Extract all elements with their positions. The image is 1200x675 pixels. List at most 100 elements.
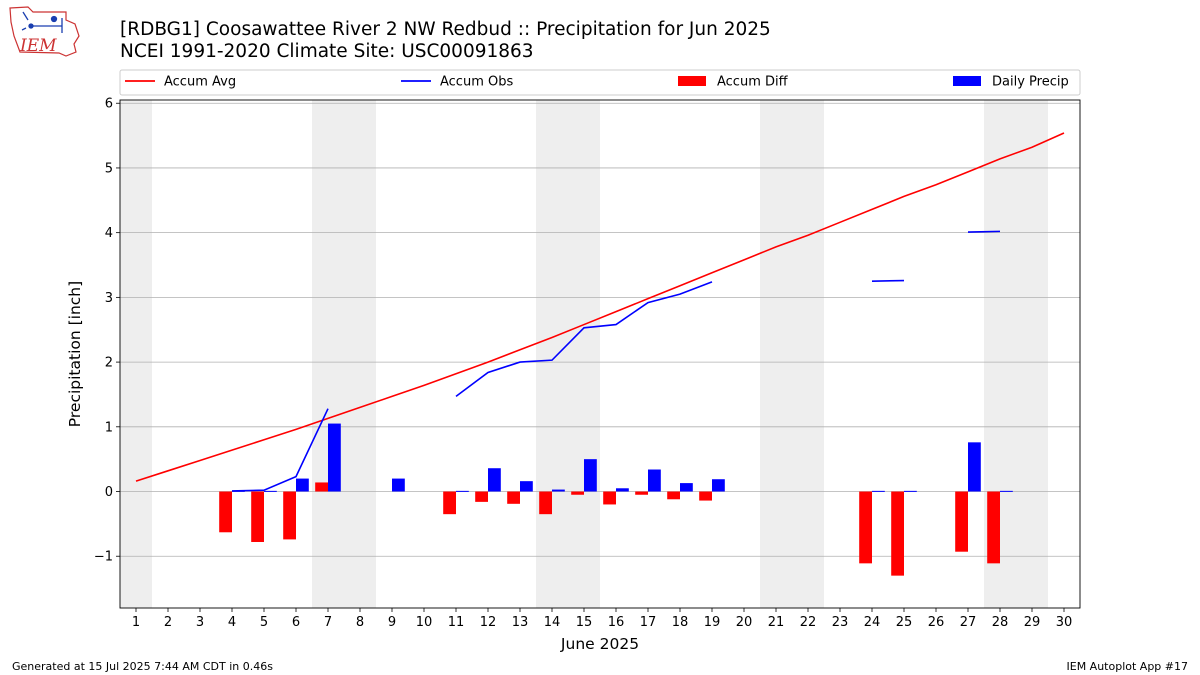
x-tick-label: 30 <box>1056 615 1073 630</box>
legend-swatch-accum-diff <box>678 76 706 86</box>
x-axis-label: June 2025 <box>560 635 639 653</box>
daily-precip-bar <box>264 490 277 492</box>
legend-label: Accum Avg <box>164 75 236 90</box>
weekend-band <box>120 100 152 608</box>
x-tick-label: 26 <box>928 615 945 630</box>
daily-precip-bar <box>616 488 629 492</box>
accum-diff-bar <box>891 491 904 576</box>
y-tick-label: 4 <box>105 226 113 241</box>
daily-precip-bar <box>552 489 565 492</box>
daily-precip-bar <box>680 483 693 492</box>
x-tick-label: 21 <box>768 615 785 630</box>
legend-label: Accum Obs <box>440 75 513 90</box>
accum-diff-bar <box>251 491 264 542</box>
accum-diff-bar <box>955 491 968 552</box>
x-tick-label: 29 <box>1024 615 1041 630</box>
daily-precip-bar <box>328 423 341 492</box>
daily-precip-bar <box>456 490 469 492</box>
x-tick-label: 28 <box>992 615 1009 630</box>
daily-precip-bar <box>584 459 597 492</box>
accum-diff-bar <box>315 482 328 492</box>
accum-diff-bar <box>667 491 680 500</box>
y-tick-label: 6 <box>105 97 113 112</box>
accum-obs-line <box>231 408 329 492</box>
daily-precip-bar <box>392 478 405 492</box>
x-tick-label: 19 <box>704 615 721 630</box>
weekend-band <box>312 100 376 608</box>
accum-diff-bar <box>475 491 488 502</box>
daily-precip-bar <box>488 468 501 492</box>
daily-precip-bar <box>296 478 309 492</box>
accum-avg-line <box>135 132 1065 482</box>
x-tick-label: 9 <box>388 615 396 630</box>
chart-title: [RDBG1] Coosawattee River 2 NW Redbud ::… <box>120 19 771 40</box>
accum-diff-bar <box>219 491 232 533</box>
accum-diff-bar <box>443 491 456 515</box>
legend-label: Accum Diff <box>717 75 789 90</box>
x-tick-label: 2 <box>164 615 172 630</box>
weekend-band <box>760 100 824 608</box>
x-tick-label: 6 <box>292 615 300 630</box>
generated-timestamp: Generated at 15 Jul 2025 7:44 AM CDT in … <box>12 660 273 673</box>
x-tick-label: 10 <box>416 615 433 630</box>
x-tick-label: 24 <box>864 615 881 630</box>
x-tick-label: 14 <box>544 615 561 630</box>
x-tick-label: 20 <box>736 615 753 630</box>
accum-diff-bar <box>283 491 296 540</box>
accum-diff-bar <box>635 491 648 495</box>
x-tick-label: 13 <box>512 615 529 630</box>
plot-frame <box>119 99 1081 609</box>
daily-precip-bar <box>712 479 725 492</box>
accum-obs-line <box>871 279 905 282</box>
x-tick-label: 25 <box>896 615 913 630</box>
accum-diff-bar <box>987 491 1000 564</box>
chart-subtitle: NCEI 1991-2020 Climate Site: USC00091863 <box>120 41 534 62</box>
daily-precip-bar <box>648 469 661 492</box>
x-tick-label: 17 <box>640 615 657 630</box>
legend-label: Daily Precip <box>992 75 1069 90</box>
x-tick-label: 5 <box>260 615 268 630</box>
y-tick-label: 1 <box>105 420 113 435</box>
y-tick-label: −1 <box>94 550 113 565</box>
accum-obs-line <box>967 230 1001 233</box>
daily-precip-bar <box>872 490 885 492</box>
accum-diff-bar <box>603 491 616 505</box>
weekend-band <box>536 100 600 608</box>
daily-precip-bar <box>1000 490 1013 492</box>
iem-logo: IEM <box>9 6 80 57</box>
weather-station-icon <box>21 11 63 33</box>
x-tick-label: 3 <box>196 615 204 630</box>
x-tick-label: 1 <box>132 615 140 630</box>
x-tick-label: 12 <box>480 615 497 630</box>
legend-frame <box>119 69 1081 96</box>
x-tick-label: 22 <box>800 615 817 630</box>
accum-diff-bar <box>699 491 712 501</box>
accum-diff-bar <box>859 491 872 564</box>
x-tick-label: 4 <box>228 615 236 630</box>
x-tick-label: 18 <box>672 615 689 630</box>
x-tick-label: 11 <box>448 615 465 630</box>
app-credit: IEM Autoplot App #17 <box>1067 660 1189 673</box>
accum-diff-bar <box>539 491 552 515</box>
y-axis-label: Precipitation [inch] <box>66 281 84 427</box>
accum-obs-line <box>455 281 713 398</box>
logo-text: IEM <box>19 36 57 56</box>
y-tick-label: 5 <box>105 161 113 176</box>
accum-diff-bar <box>571 491 584 495</box>
y-tick-label: 3 <box>105 291 113 306</box>
x-tick-label: 23 <box>832 615 849 630</box>
x-tick-label: 8 <box>356 615 364 630</box>
x-tick-label: 16 <box>608 615 625 630</box>
x-tick-label: 15 <box>576 615 593 630</box>
daily-precip-bar <box>968 442 981 492</box>
x-tick-label: 7 <box>324 615 332 630</box>
legend: Accum Avg Accum Obs Accum Diff Daily Precip <box>119 69 1081 96</box>
daily-precip-bar <box>904 490 917 492</box>
accum-diff-bar <box>507 491 520 504</box>
y-tick-label: 0 <box>105 485 113 500</box>
x-tick-label: 27 <box>960 615 977 630</box>
legend-swatch-daily-precip <box>953 76 981 86</box>
daily-precip-bar <box>520 481 533 492</box>
